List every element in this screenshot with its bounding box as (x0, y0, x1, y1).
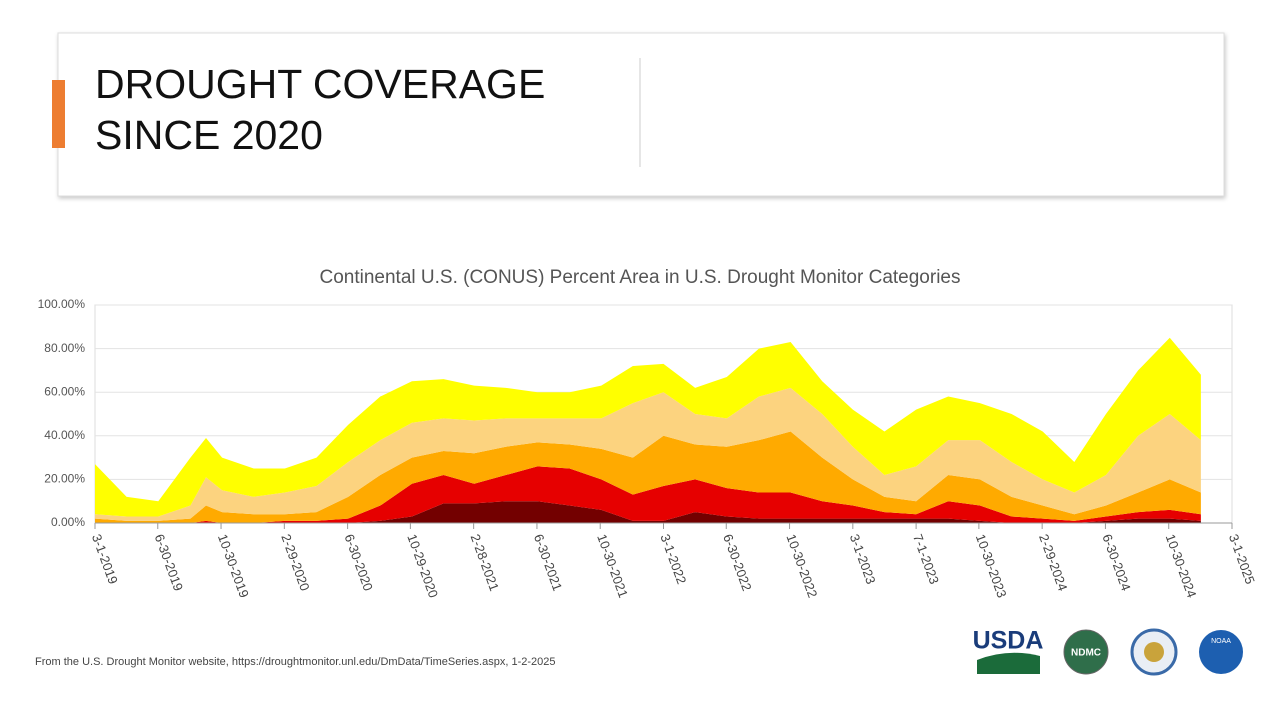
x-tick-label: 2-28-2021 (468, 532, 502, 593)
x-tick-label: 2-29-2024 (1036, 532, 1070, 593)
x-tick-label: 10-30-2021 (594, 532, 631, 600)
logo-usda: USDA (973, 627, 1044, 655)
x-tick-label: 10-30-2023 (973, 532, 1010, 600)
accent-bar (52, 80, 65, 148)
x-tick-label: 6-30-2024 (1099, 532, 1133, 593)
area (95, 387, 1201, 521)
logo-noaa (1199, 630, 1243, 674)
y-tick-label: 60.00% (44, 384, 85, 398)
x-tick-label: 6-30-2020 (342, 532, 376, 593)
x-tick-label: 2-29-2020 (278, 532, 312, 593)
y-tick-label: 40.00% (44, 428, 85, 442)
x-tick-label: 6-30-2019 (152, 532, 186, 593)
y-tick-label: 20.00% (44, 472, 85, 486)
logo-waves (977, 652, 1040, 674)
x-tick-label: 3-1-2019 (89, 532, 121, 586)
x-tick-label: 3-1-2022 (657, 532, 689, 586)
slide-title-line: SINCE 2020 (95, 112, 323, 158)
logo-noaa-text: NOAA (1211, 638, 1231, 645)
area (95, 431, 1201, 523)
area (95, 466, 1201, 523)
x-tick-label: 10-30-2024 (1163, 532, 1200, 600)
x-tick-label: 6-30-2022 (720, 532, 754, 593)
x-tick-label: 7-1-2023 (910, 532, 942, 586)
logos: USDA NDMC NOAA (973, 627, 1243, 676)
x-tick-label: 10-29-2020 (404, 532, 441, 600)
x-tick-label: 3-1-2025 (1226, 532, 1258, 586)
x-tick-label: 10-30-2022 (783, 532, 820, 600)
y-tick-label: 80.00% (44, 341, 85, 355)
logo-ndmc-text: NDMC (1071, 648, 1101, 659)
chart-title: Continental U.S. (CONUS) Percent Area in… (320, 267, 961, 288)
slide-title-line: DROUGHT COVERAGE (95, 61, 545, 107)
logo-doc-seal (1144, 642, 1164, 662)
x-tick-label: 6-30-2021 (531, 532, 565, 593)
header-box (57, 32, 1225, 197)
x-tick-label: 3-1-2023 (847, 532, 879, 586)
x-tick-label: 10-30-2019 (215, 532, 252, 600)
y-tick-label: 0.00% (51, 515, 85, 529)
logo-ndmc (1063, 629, 1109, 675)
footnote: From the U.S. Drought Monitor website, h… (35, 656, 556, 668)
y-tick-label: 100.00% (38, 297, 86, 311)
area (95, 337, 1201, 517)
